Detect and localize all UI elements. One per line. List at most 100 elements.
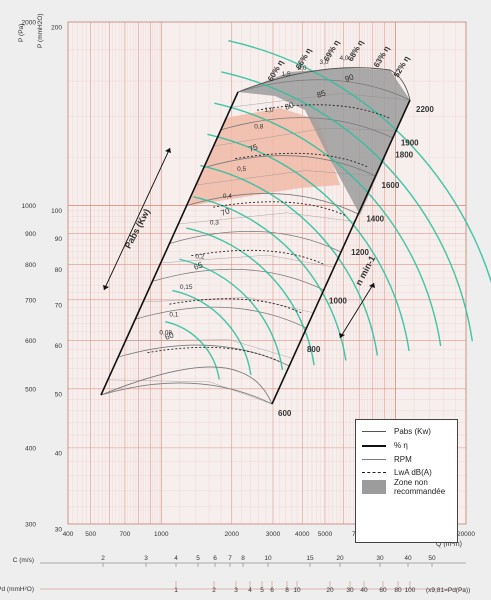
legend-pabs: Pabs (Kw) (362, 426, 454, 437)
velocity-tick-label: 10 (264, 555, 272, 562)
y-tick-mm: 80 (55, 267, 63, 274)
x-tick: 20000 (457, 531, 475, 538)
y-tick-mm: 200 (51, 25, 62, 32)
efficiency-value-label: 65 (193, 260, 205, 272)
y-tick-mm: 40 (55, 450, 63, 457)
pabs-arrow-line (103, 147, 171, 291)
y-tick-pa: 600 (25, 338, 36, 345)
x-tick: 4000 (295, 531, 310, 538)
pd-tick-label: 100 (405, 587, 416, 594)
efficiency-arc (221, 71, 474, 342)
legend-lwa: LwA dB(A) (362, 467, 454, 478)
system-line (231, 93, 411, 108)
legend-box: Pabs (Kw) % η RPM LwA dB(A) Zone non rec… (355, 419, 458, 543)
efficiency-arc (165, 321, 220, 380)
pd-tick-label: 20 (326, 587, 334, 594)
x-tick: 1000 (154, 531, 169, 538)
rpm-curve (220, 117, 393, 139)
pabs-arrow-head-up (165, 148, 171, 153)
system-line (160, 254, 335, 268)
stall-curve (100, 366, 273, 405)
y-tick-pa: 900 (25, 231, 36, 238)
rpm-curve (135, 306, 307, 329)
y-tick-pa: 800 (25, 262, 36, 269)
noise-curve (147, 346, 280, 362)
shaded-operating-band (188, 108, 340, 206)
legend-rpm: RPM (362, 454, 454, 465)
legend-lwa-label: LwA dB(A) (394, 468, 432, 477)
pd-tick-label: 3 (234, 587, 238, 594)
pd-tick-label: 80 (394, 587, 402, 594)
legend-pabs-swatch (362, 431, 386, 432)
pabs-value-label: 0,5 (237, 166, 246, 173)
pabs-arrow-head-down (103, 285, 109, 290)
pabs-value-label: 0,15 (180, 284, 193, 291)
noise-curve (169, 298, 302, 314)
efficiency-arc (186, 227, 315, 366)
noise-curve (191, 249, 324, 265)
velocity-tick-label: 20 (336, 555, 344, 562)
pabs-value-label: 0,4 (223, 193, 232, 200)
pabs-value-label: 0,2 (195, 254, 204, 261)
y-tick-pa: 500 (25, 386, 36, 393)
system-line (195, 170, 376, 186)
pabs-value-label: 0,08 (159, 329, 172, 336)
velocity-tick-label: 6 (213, 555, 217, 562)
velocity-tick-label: 8 (241, 555, 245, 562)
rpm-value-label: 1200 (351, 248, 369, 257)
legend-rpm-swatch (362, 459, 386, 460)
efficiency-value-label: 90 (344, 72, 356, 84)
noise-curve (256, 104, 390, 119)
rpm-value-label: 800 (307, 345, 321, 354)
system-line (125, 339, 293, 359)
pd-tick-label: 10 (293, 587, 301, 594)
rpm-value-label: 1000 (329, 297, 347, 306)
noise-curve (213, 201, 346, 216)
rpm-curve (186, 193, 359, 215)
legend-eta-swatch (362, 445, 386, 447)
efficiency-arc (200, 164, 379, 356)
legend-lwa-swatch (362, 472, 386, 473)
pabs-value-label: 3,0 (319, 59, 328, 66)
velocity-tick-label: 5 (196, 555, 200, 562)
legend-eta: % η (362, 440, 454, 451)
rpm-value-label: 2200 (416, 105, 434, 114)
pabs-value-label: 0,1 (169, 311, 178, 318)
velocity-tick-label: 4 (174, 555, 178, 562)
rpm-value-label: 1600 (382, 181, 400, 190)
rpm-curve (169, 230, 342, 253)
noise-curve (235, 152, 368, 168)
velocity-tick-label: 2 (101, 555, 105, 562)
rpm-arrow-line (339, 282, 375, 339)
efficiency-value-label: 75 (248, 142, 260, 154)
pabs-value-label: 0,8 (254, 123, 263, 130)
pd-tick-label: 6 (270, 587, 274, 594)
pd-tick-label: 1 (174, 587, 178, 594)
velocity-tick-label: 15 (306, 555, 314, 562)
efficiency-arc (214, 102, 442, 347)
pabs-value-label: 0,3 (210, 219, 219, 226)
efficiency-value-label: 70 (220, 206, 232, 218)
rpm-value-label: 1800 (395, 151, 413, 160)
x-tick: 700 (120, 531, 131, 538)
pd-tick-label: 2 (212, 587, 216, 594)
rpm-curve (203, 155, 376, 177)
legend-zone-swatch (362, 480, 386, 494)
left-boundary (100, 91, 239, 396)
y-tick-pa: 2000 (22, 20, 37, 27)
rpm-arrow-head-down (339, 333, 345, 338)
pd-tick-label: 60 (379, 587, 387, 594)
y-tick-pa: 300 (25, 522, 36, 529)
y-axis-label-pa: P (Pa) (18, 24, 25, 42)
velocity-tick-label: 40 (404, 555, 412, 562)
y-tick-mm: 90 (55, 236, 63, 243)
rpm-value-label: 600 (278, 409, 292, 418)
velocity-tick-label: 50 (428, 555, 436, 562)
pd-tick-label: 40 (360, 587, 368, 594)
y-tick-mm: 50 (55, 391, 63, 398)
system-line (213, 128, 397, 147)
y-tick-pa: 1000 (22, 203, 37, 210)
x-tick: 3000 (266, 531, 281, 538)
plot-border (67, 21, 467, 525)
legend-pabs-label: Pabs (Kw) (394, 427, 431, 436)
